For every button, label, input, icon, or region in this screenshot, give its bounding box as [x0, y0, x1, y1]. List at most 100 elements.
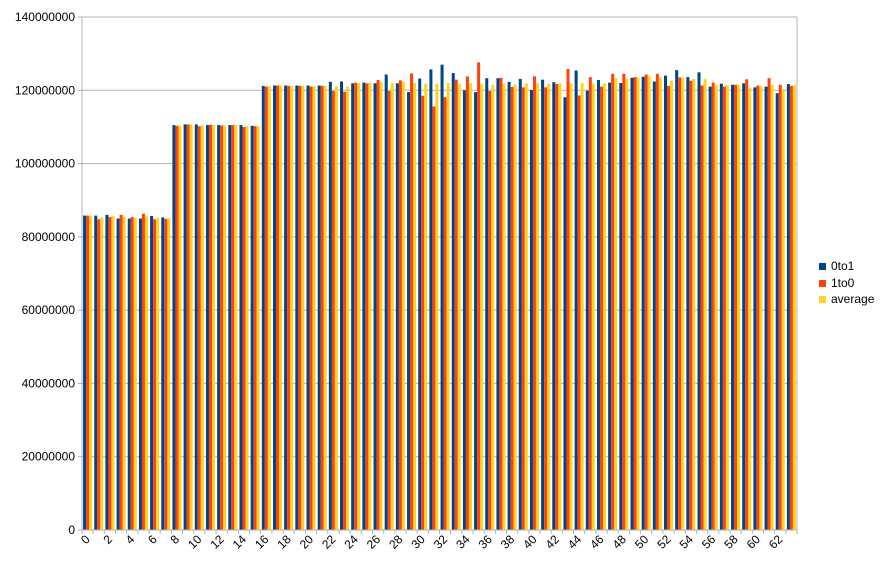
bar-average [334, 86, 338, 530]
bar-1to0 [253, 126, 257, 531]
bar-1to0 [298, 85, 302, 530]
bar-1to0 [454, 79, 458, 530]
bar-1to0 [532, 76, 536, 531]
x-tick-label: 12 [207, 532, 227, 552]
bar-average [737, 84, 741, 531]
bar-average [457, 83, 461, 530]
bar-0to1 [395, 83, 399, 530]
bar-1to0 [186, 124, 190, 530]
bar-average [725, 85, 729, 531]
y-tick-label: 140000000 [15, 10, 75, 24]
bar-1to0 [164, 218, 168, 530]
bar-0to1 [652, 81, 656, 531]
bar-1to0 [745, 79, 749, 531]
bar-0to1 [250, 125, 254, 530]
legend-swatch-average [819, 296, 826, 303]
x-tick-label: 42 [543, 532, 563, 552]
x-tick-label: 50 [632, 532, 652, 552]
bar-average [547, 83, 551, 530]
bar-0to1 [775, 93, 779, 531]
x-tick-label: 26 [364, 532, 384, 552]
legend: 0to1 1to0 average [819, 259, 875, 306]
bar-1to0 [622, 73, 626, 531]
bar-1to0 [667, 85, 671, 530]
bar-average [167, 218, 171, 530]
bar-1to0 [387, 91, 391, 531]
y-axis-ticks: 0 20000000 40000000 60000000 80000000 1000000… [15, 10, 82, 537]
bar-0to1 [161, 217, 165, 530]
bar-0to1 [150, 215, 154, 531]
bar-average [357, 82, 361, 530]
bar-0to1 [373, 83, 377, 530]
bar-average [133, 217, 137, 530]
bar-average [234, 125, 238, 530]
x-tick-label: 30 [409, 532, 429, 552]
bar-0to1 [284, 85, 288, 530]
y-tick-label: 100000000 [15, 157, 75, 171]
bar-0to1 [474, 92, 478, 530]
bar-average [569, 83, 573, 530]
bar-0to1 [194, 124, 198, 530]
bar-average [692, 78, 696, 531]
bar-average [390, 82, 394, 530]
bar-0to1 [272, 85, 276, 530]
bar-1to0 [577, 95, 581, 530]
bar-1to0 [678, 77, 682, 530]
y-tick-label: 40000000 [22, 376, 76, 390]
x-tick-label: 0 [78, 532, 93, 547]
x-tick-label: 14 [230, 532, 250, 552]
bar-average [748, 87, 752, 531]
bar-average [401, 81, 405, 531]
bar-1to0 [756, 85, 760, 530]
x-tick-label: 36 [476, 532, 496, 552]
bar-1to0 [700, 85, 704, 530]
bar-0to1 [83, 215, 87, 530]
bar-0to1 [518, 78, 522, 531]
x-tick-label: 20 [297, 532, 317, 552]
bar-1to0 [141, 213, 145, 530]
x-tick-label: 48 [610, 532, 630, 552]
bar-0to1 [742, 83, 746, 530]
bar-1to0 [689, 80, 693, 530]
x-tick-label: 2 [100, 532, 115, 547]
bar-average [435, 83, 439, 530]
bar-1to0 [398, 80, 402, 530]
bar-0to1 [306, 85, 310, 530]
bar-0to1 [328, 81, 332, 531]
bar-0to1 [697, 72, 701, 530]
bar-1to0 [588, 77, 592, 530]
bar-1to0 [376, 80, 380, 531]
bar-1to0 [242, 126, 246, 530]
bar-0to1 [351, 83, 355, 530]
bar-0to1 [183, 124, 187, 530]
bar-average [647, 75, 651, 530]
bar-0to1 [585, 90, 589, 530]
x-tick-label: 34 [453, 532, 473, 552]
x-tick-label: 62 [766, 532, 786, 552]
bar-average [89, 215, 93, 530]
bar-average [312, 86, 316, 530]
bar-1to0 [108, 217, 112, 530]
bar-0to1 [686, 77, 690, 530]
bar-0to1 [362, 82, 366, 531]
bar-1to0 [499, 77, 503, 530]
bar-1to0 [153, 219, 157, 531]
bar-0to1 [116, 218, 120, 531]
bar-1to0 [220, 125, 224, 530]
legend-label-1to0: 1to0 [831, 276, 855, 290]
bar-1to0 [644, 74, 648, 530]
bar-average [703, 78, 707, 531]
bar-0to1 [552, 82, 556, 530]
bar-average [792, 85, 796, 531]
bar-1to0 [130, 217, 134, 530]
bar-1to0 [477, 62, 481, 531]
bar-average [178, 125, 182, 530]
x-tick-label: 24 [341, 532, 361, 552]
bar-0to1 [228, 125, 232, 530]
bar-0to1 [217, 125, 221, 530]
bar-1to0 [465, 76, 469, 531]
x-tick-label: 6 [145, 532, 160, 547]
bar-0to1 [708, 86, 712, 530]
x-tick-label: 8 [167, 532, 182, 547]
bar-average [223, 125, 227, 530]
